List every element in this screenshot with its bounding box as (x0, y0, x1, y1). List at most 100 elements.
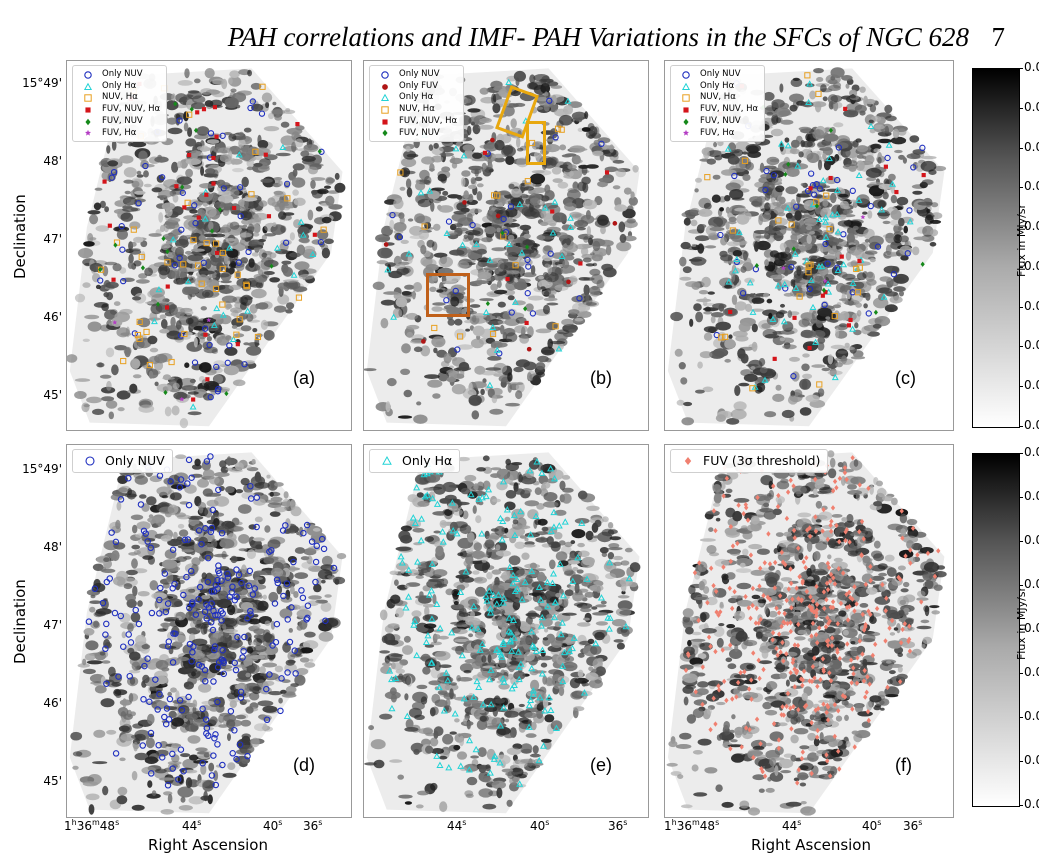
source-marker (106, 575, 114, 582)
source-marker (483, 597, 491, 604)
source-marker (810, 663, 816, 670)
source-marker (236, 316, 243, 323)
dec-tick: 48' (43, 540, 62, 554)
source-marker (776, 745, 781, 752)
source-marker (735, 228, 743, 236)
source-marker (742, 669, 747, 675)
source-marker (510, 634, 518, 641)
source-marker (784, 515, 790, 522)
source-marker (834, 228, 842, 235)
source-marker (184, 480, 191, 487)
source-marker (241, 361, 248, 368)
source-marker (705, 600, 710, 606)
source-marker (555, 345, 563, 352)
source-marker (784, 597, 789, 604)
source-marker (244, 615, 251, 622)
source-marker (451, 710, 459, 717)
source-marker (557, 630, 565, 638)
panel-legend: Only NUV Only Hα NUV, Hα FUV, NUV, Hα FUV, N… (670, 65, 766, 143)
source-marker (405, 250, 413, 257)
source-marker (697, 560, 702, 566)
source-marker (203, 730, 210, 737)
source-marker (189, 106, 194, 112)
source-marker (202, 678, 209, 685)
source-marker (208, 524, 216, 532)
source-marker (899, 508, 904, 514)
source-marker (816, 185, 823, 192)
source-marker (165, 248, 170, 255)
source-marker (779, 623, 784, 630)
triangle-open-marker-icon (376, 93, 394, 104)
source-marker (606, 558, 614, 566)
source-marker (507, 203, 515, 210)
source-marker (782, 285, 789, 292)
source-marker (468, 623, 476, 631)
source-marker (552, 323, 559, 330)
source-marker (155, 301, 161, 307)
source-marker (178, 226, 185, 233)
source-marker (498, 653, 506, 660)
source-marker (769, 315, 777, 322)
source-marker (515, 675, 523, 683)
source-marker (860, 651, 865, 657)
source-marker (209, 228, 215, 234)
legend-entry: NUV, Hα (376, 104, 457, 116)
colorbar-tick-mark (1019, 805, 1023, 806)
colorbar-tick-label: 0.05 (1024, 577, 1039, 591)
source-marker (526, 466, 534, 474)
source-marker (832, 702, 838, 708)
ra-tick: 1h36m48s (64, 818, 120, 833)
source-marker (559, 591, 567, 599)
source-marker (555, 522, 563, 529)
source-marker (784, 204, 792, 211)
diamond-salmon-marker-icon (678, 454, 698, 469)
source-marker (566, 279, 571, 285)
source-marker (147, 544, 155, 552)
source-marker (203, 332, 208, 337)
source-marker (852, 608, 857, 614)
source-marker (850, 596, 855, 602)
source-marker (816, 705, 821, 712)
source-marker (788, 263, 795, 271)
source-marker (840, 261, 848, 268)
source-marker (179, 396, 185, 402)
source-marker (259, 83, 266, 90)
source-marker (218, 529, 226, 537)
source-marker (791, 527, 797, 534)
source-marker (810, 598, 816, 604)
source-marker (233, 755, 240, 763)
source-marker (169, 765, 176, 772)
colorbar-tick-mark (1019, 386, 1023, 388)
source-marker (211, 734, 218, 742)
source-marker (784, 142, 792, 149)
panel-legend: Only NUV (72, 449, 173, 473)
source-marker (815, 90, 822, 98)
source-marker (139, 742, 147, 749)
colorbar-tick-label: 0.03 (1024, 298, 1039, 313)
source-marker (181, 330, 188, 338)
source-marker (238, 579, 245, 587)
source-marker (201, 666, 209, 674)
source-marker (822, 278, 828, 284)
source-marker (788, 477, 793, 483)
source-marker (785, 690, 791, 697)
source-marker (517, 660, 525, 667)
source-marker (739, 290, 747, 297)
source-marker (728, 558, 733, 565)
source-marker (814, 610, 819, 616)
source-marker (85, 618, 93, 625)
source-marker (541, 204, 549, 211)
source-marker (219, 249, 226, 257)
legend-label: FUV, Hα (700, 127, 735, 138)
source-marker (883, 164, 888, 169)
source-marker (213, 304, 221, 312)
source-marker (536, 693, 544, 701)
source-marker (809, 303, 817, 311)
source-marker (828, 522, 833, 529)
source-marker (517, 507, 525, 515)
source-marker (191, 202, 198, 209)
source-marker (500, 678, 508, 685)
panel-e: Only Hα (e) (363, 444, 649, 818)
colorbar-tick-mark (1019, 453, 1023, 454)
source-marker (525, 244, 530, 250)
